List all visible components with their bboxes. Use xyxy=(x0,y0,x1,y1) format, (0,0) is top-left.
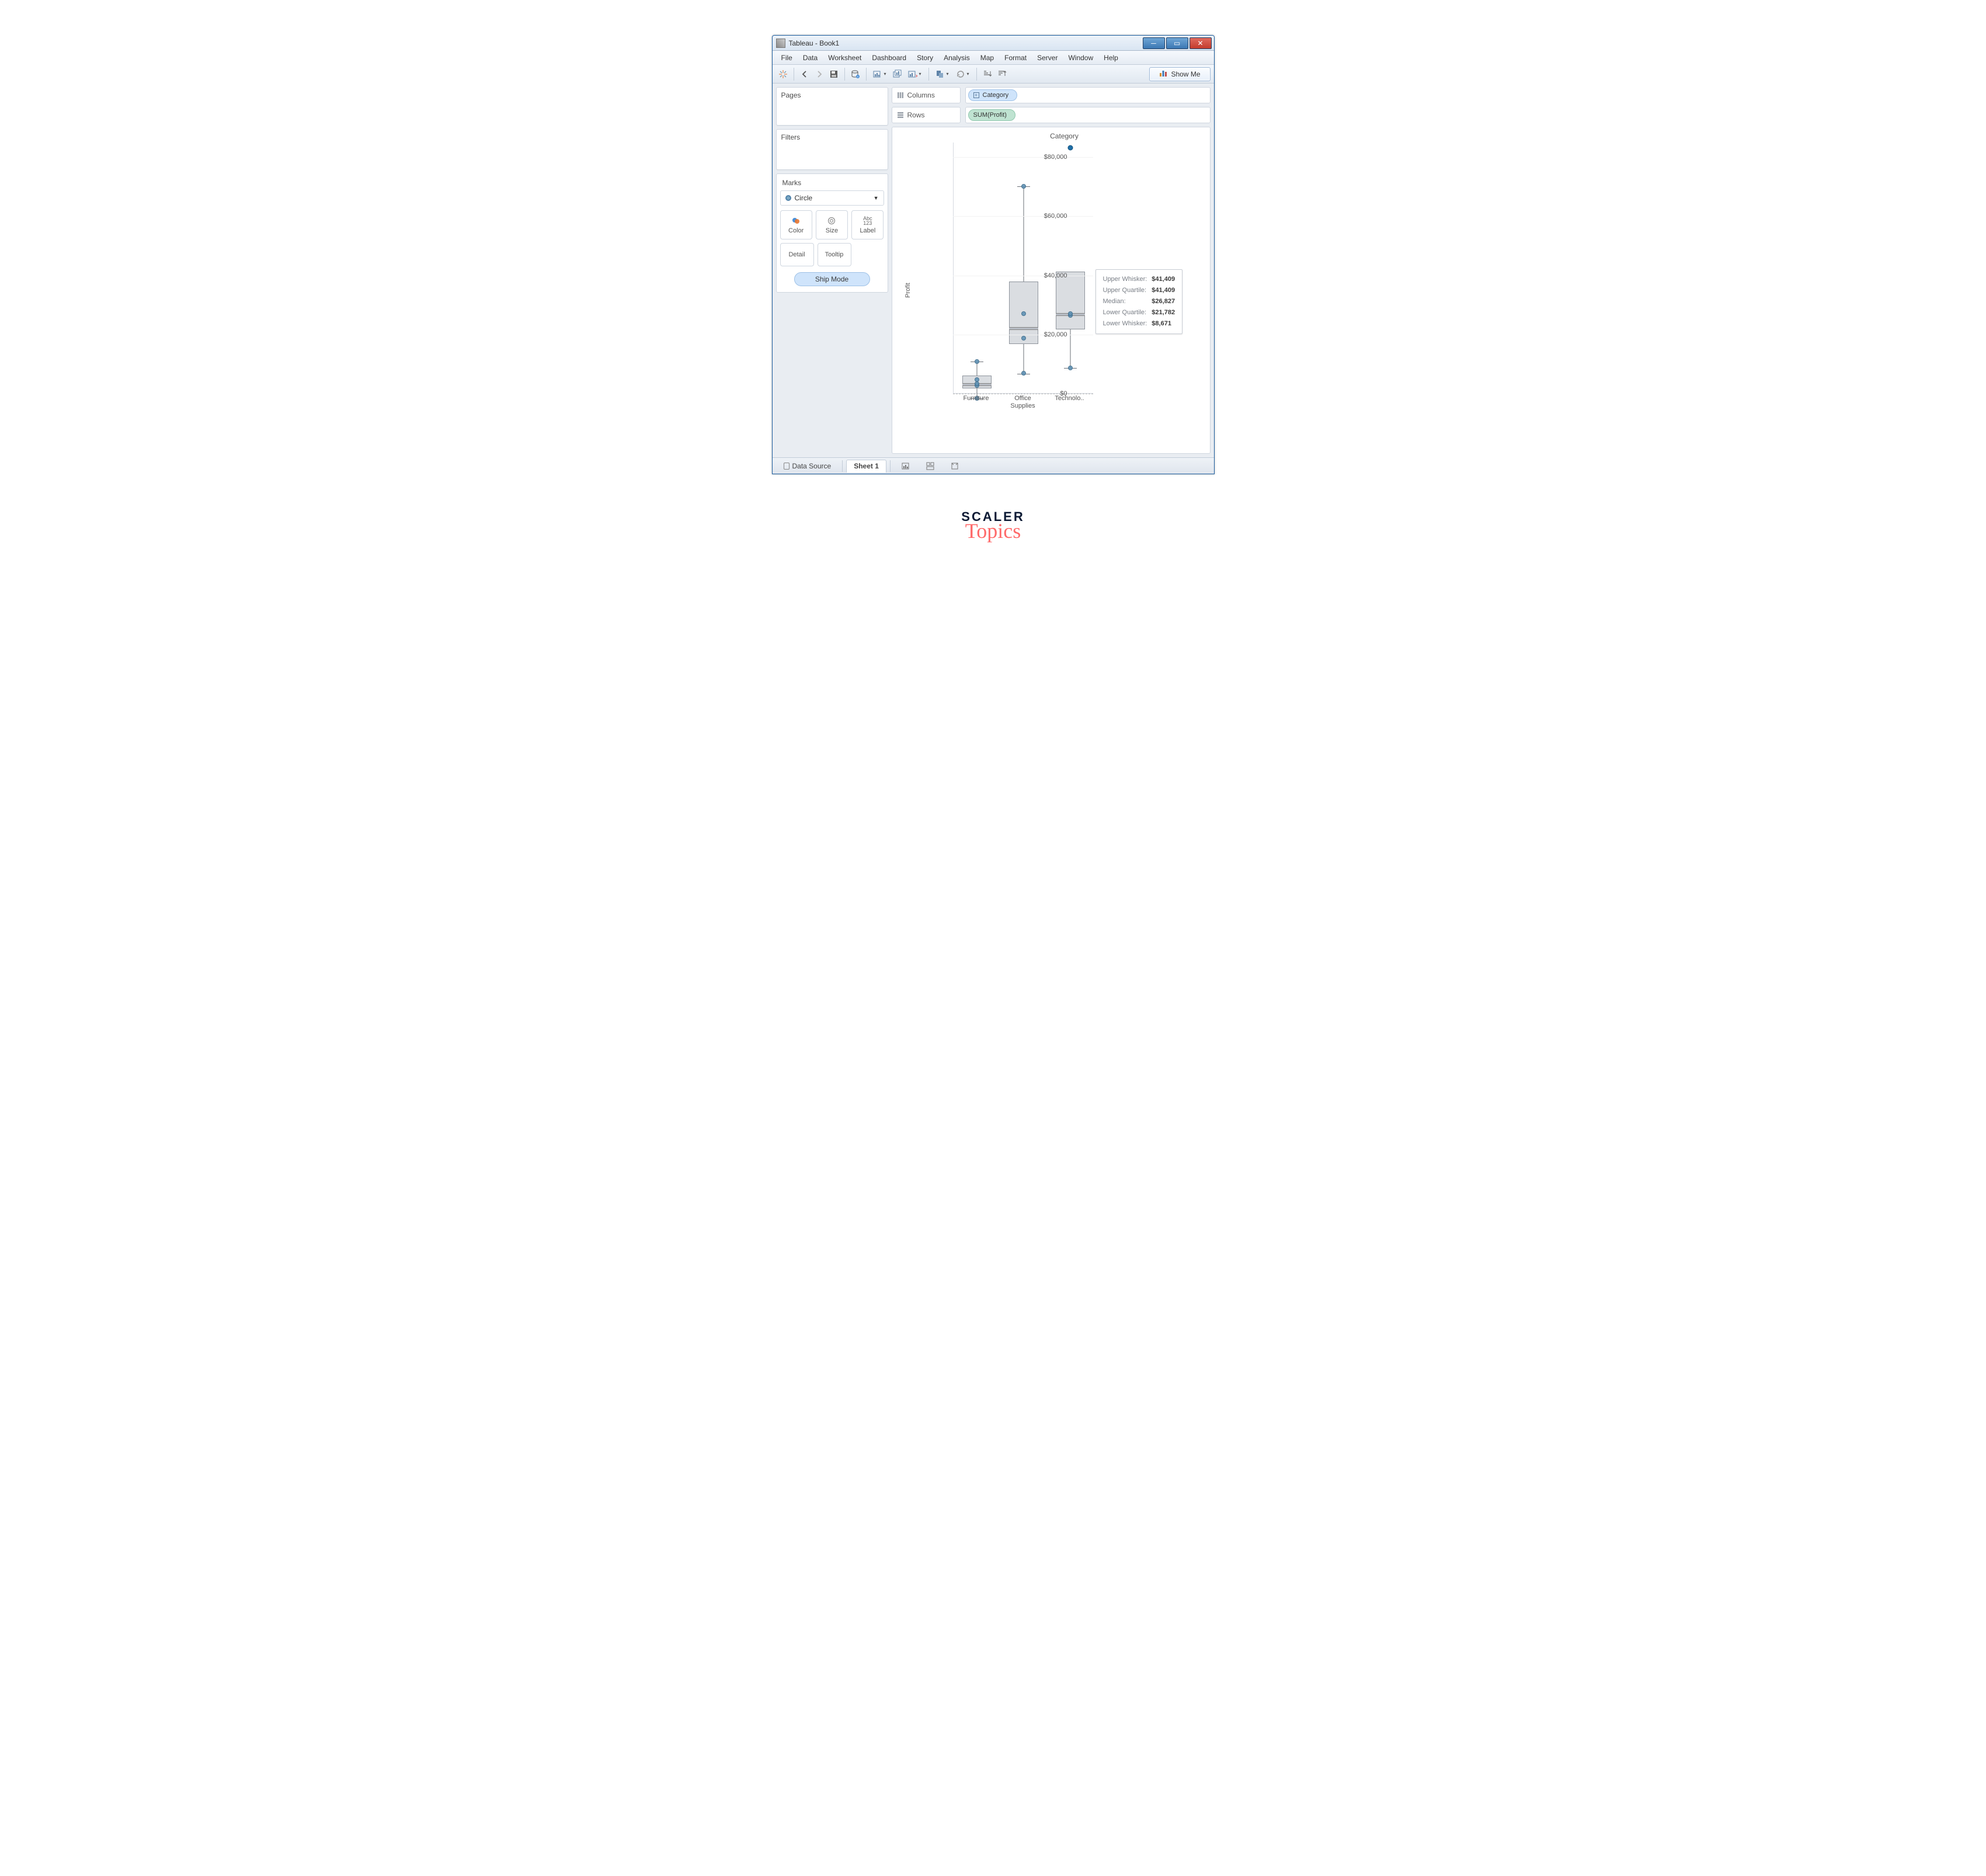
sheet-tab[interactable]: Sheet 1 xyxy=(846,460,886,473)
boxplot xyxy=(1009,143,1038,394)
refresh-button[interactable]: ▾ xyxy=(953,67,973,81)
filters-label: Filters xyxy=(781,133,883,141)
boxplot-tooltip: Upper Whisker:$41,409Upper Quartile:$41,… xyxy=(1095,269,1183,334)
marks-label: Marks xyxy=(780,178,884,190)
back-button[interactable] xyxy=(798,67,812,81)
brand-logo: SCALER Topics xyxy=(935,509,1052,543)
columns-icon xyxy=(897,92,904,99)
show-me-label: Show Me xyxy=(1171,70,1200,78)
plot-region xyxy=(953,143,1093,394)
menu-help[interactable]: Help xyxy=(1098,52,1124,64)
boxplot xyxy=(1056,143,1085,394)
new-worksheet-tab[interactable] xyxy=(894,460,917,473)
rows-shelf[interactable]: SUM(Profit) xyxy=(965,107,1211,123)
window-title: Tableau - Book1 xyxy=(789,39,1142,47)
show-me-button[interactable]: Show Me xyxy=(1149,67,1210,81)
menu-dashboard[interactable]: Dashboard xyxy=(867,52,912,64)
color-card[interactable]: Color xyxy=(780,210,812,239)
duplicate-worksheet-button[interactable] xyxy=(891,67,905,81)
app-icon xyxy=(776,39,785,48)
chart-area: Category Profit Upper Whisker:$41,409Upp… xyxy=(892,127,1211,454)
sort-desc-button[interactable] xyxy=(995,67,1009,81)
ytick: $60,000 xyxy=(1044,213,1067,220)
sort-asc-button[interactable] xyxy=(980,67,994,81)
menu-story[interactable]: Story xyxy=(912,52,938,64)
detail-card[interactable]: Detail xyxy=(780,243,814,266)
mark-type-select[interactable]: Circle ▼ xyxy=(780,190,884,206)
new-data-source-button[interactable]: + xyxy=(848,67,862,81)
maximize-button[interactable]: ▭ xyxy=(1166,37,1188,49)
toolbar: + ▾ ✕▾ ▾ ▾ Show Me xyxy=(773,65,1214,84)
size-card[interactable]: Size xyxy=(816,210,848,239)
menu-analysis[interactable]: Analysis xyxy=(938,52,975,64)
columns-shelf[interactable]: +Category xyxy=(965,87,1211,103)
mark-type-value: Circle xyxy=(795,194,813,202)
columns-shelf-label: Columns xyxy=(892,87,961,103)
circle-icon xyxy=(785,195,791,201)
new-dashboard-tab[interactable] xyxy=(919,460,942,473)
menu-map[interactable]: Map xyxy=(975,52,999,64)
swap-button[interactable]: ▾ xyxy=(933,67,952,81)
tabs-bar: Data Source Sheet 1 xyxy=(773,457,1214,474)
pages-label: Pages xyxy=(781,91,883,99)
columns-pill[interactable]: +Category xyxy=(968,89,1018,101)
boxplot xyxy=(962,143,992,394)
label-card[interactable]: Abc123Label xyxy=(851,210,884,239)
rows-shelf-label: Rows xyxy=(892,107,961,123)
tableau-logo-icon[interactable] xyxy=(776,67,790,81)
ytick: $20,000 xyxy=(1044,331,1067,338)
ytick: $40,000 xyxy=(1044,272,1067,279)
x-category: Technolo.. xyxy=(1046,395,1093,402)
menu-format[interactable]: Format xyxy=(999,52,1032,64)
close-button[interactable]: ✕ xyxy=(1189,37,1212,49)
menu-server[interactable]: Server xyxy=(1032,52,1063,64)
data-source-tab[interactable]: Data Source xyxy=(776,460,839,473)
forward-button[interactable] xyxy=(812,67,826,81)
cylinder-icon xyxy=(784,463,789,470)
new-story-tab[interactable] xyxy=(943,460,966,473)
menu-window[interactable]: Window xyxy=(1063,52,1098,64)
menu-worksheet[interactable]: Worksheet xyxy=(823,52,867,64)
filters-shelf[interactable]: Filters xyxy=(776,129,888,170)
menu-data[interactable]: Data xyxy=(798,52,823,64)
app-window: Tableau - Book1 ─ ▭ ✕ FileDataWorksheetD… xyxy=(772,35,1215,474)
rows-pill[interactable]: SUM(Profit) xyxy=(968,109,1015,121)
rows-icon xyxy=(897,112,904,119)
pages-shelf[interactable]: Pages xyxy=(776,87,888,126)
x-category: Furniture xyxy=(953,395,1000,402)
marks-card: Marks Circle ▼ Color Size Abc123Label De… xyxy=(776,173,888,293)
tooltip-card[interactable]: Tooltip xyxy=(818,243,851,266)
bar-chart-icon xyxy=(1159,69,1167,79)
menubar: FileDataWorksheetDashboardStoryAnalysisM… xyxy=(773,51,1214,65)
ytick: $80,000 xyxy=(1044,154,1067,161)
new-worksheet-button[interactable]: ▾ xyxy=(870,67,890,81)
ship-mode-pill[interactable]: Ship Mode xyxy=(794,272,870,286)
chart-title: Category xyxy=(954,132,1175,140)
y-axis-label: Profit xyxy=(904,283,911,298)
svg-text:✕: ✕ xyxy=(915,74,917,79)
minimize-button[interactable]: ─ xyxy=(1143,37,1165,49)
x-category: OfficeSupplies xyxy=(1000,395,1046,410)
menu-file[interactable]: File xyxy=(776,52,798,64)
clear-worksheet-button[interactable]: ✕▾ xyxy=(905,67,925,81)
svg-text:+: + xyxy=(857,75,858,79)
save-button[interactable] xyxy=(827,67,841,81)
titlebar: Tableau - Book1 ─ ▭ ✕ xyxy=(773,36,1214,51)
